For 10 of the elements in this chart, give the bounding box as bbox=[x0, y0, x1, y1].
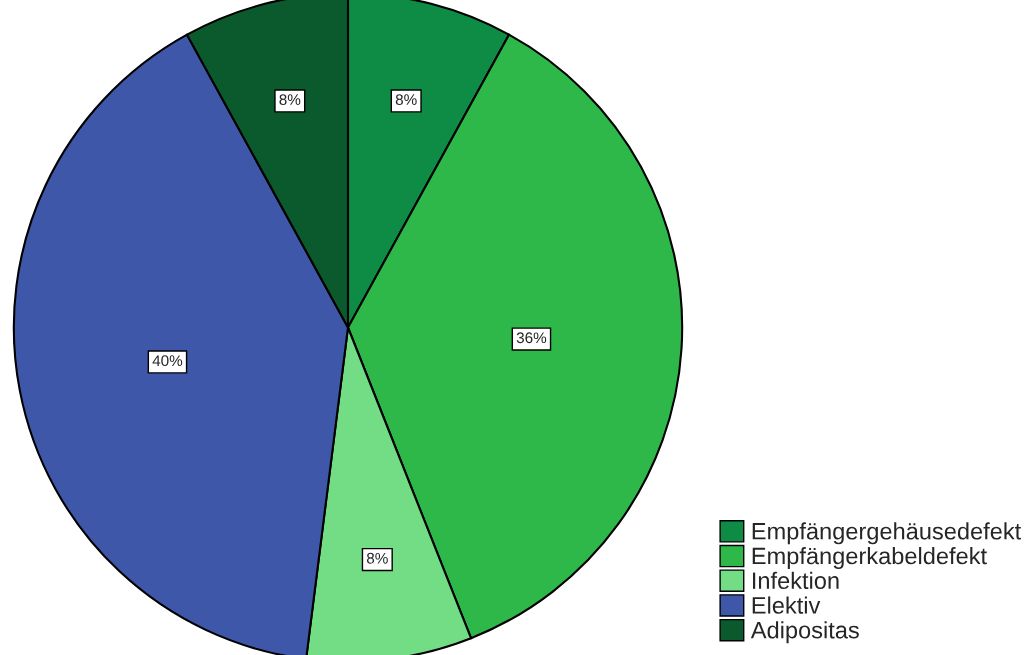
data-label: 8% bbox=[395, 94, 417, 106]
data-label: 36% bbox=[516, 332, 547, 344]
data-label: 8% bbox=[366, 552, 388, 564]
legend-label: Elektiv bbox=[752, 596, 821, 614]
legend-label: Empfängerkabeldefekt bbox=[752, 546, 987, 569]
legend-label: Infektion bbox=[752, 571, 839, 590]
legend-label: Empfängergehäusedefekt bbox=[752, 522, 1022, 545]
data-label: 8% bbox=[279, 94, 301, 106]
legend-label: Adipositas bbox=[750, 621, 859, 644]
data-label: 40% bbox=[152, 355, 183, 367]
